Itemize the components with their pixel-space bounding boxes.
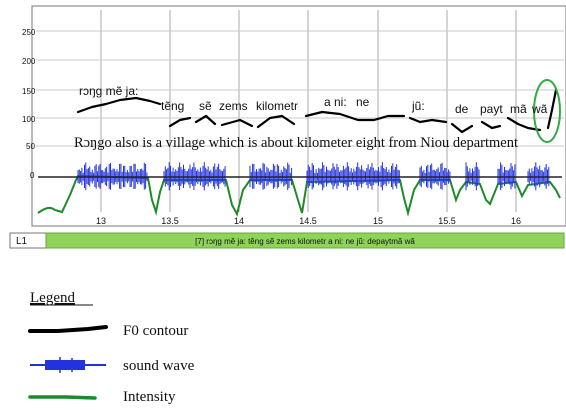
ipa-word: a ni: bbox=[324, 95, 347, 109]
tier-text: [7] rɔŋg mẽ ja: tẽng sẽ zems kilometr a … bbox=[195, 237, 415, 246]
ipa-transcription: rɔŋg mẽ ja: tẽng sẽ zems kilometr a ni: … bbox=[79, 84, 548, 116]
y-tick-label: 250 bbox=[22, 28, 36, 37]
y-axis: 250 200 150 100 50 0 bbox=[22, 28, 36, 180]
annotation-tier: L1 [7] rɔŋg mẽ ja: tẽng sẽ zems kilometr… bbox=[9, 232, 565, 249]
tier-label: L1 bbox=[16, 236, 28, 247]
ipa-word: jũ: bbox=[411, 99, 425, 113]
tier-bar[interactable] bbox=[45, 232, 565, 249]
ipa-word: zems bbox=[219, 99, 248, 113]
x-tick-label: 16 bbox=[511, 216, 521, 226]
x-tick-label: 15 bbox=[373, 216, 383, 226]
legend-wave-swatch bbox=[30, 357, 106, 373]
f0-contour bbox=[76, 88, 558, 134]
x-tick-label: 13.5 bbox=[161, 216, 179, 226]
ipa-word: rɔŋg mẽ ja: bbox=[79, 84, 138, 98]
intensity-contour bbox=[37, 174, 561, 217]
y-tick-label: 200 bbox=[22, 57, 36, 66]
x-tick-label: 14 bbox=[234, 216, 244, 226]
y-tick-label: 150 bbox=[22, 87, 36, 96]
ipa-word: ne bbox=[356, 95, 370, 109]
ipa-word: sẽ bbox=[199, 99, 212, 113]
x-tick-label: 15.5 bbox=[438, 216, 456, 226]
legend-title: Legend bbox=[30, 290, 75, 306]
ipa-word: payt bbox=[480, 102, 503, 116]
legend-wave-label: sound wave bbox=[123, 358, 195, 374]
highlight-circle bbox=[533, 79, 561, 143]
x-tick-label: 13 bbox=[96, 216, 106, 226]
plot-frame bbox=[31, 5, 566, 227]
legend-f0-label: F0 contour bbox=[123, 323, 188, 339]
legend-intensity-swatch bbox=[28, 395, 97, 400]
ipa-word: kilometr bbox=[256, 99, 298, 113]
english-gloss: Rɔŋgo also is a village which is about k… bbox=[74, 135, 518, 151]
ipa-word: wã bbox=[531, 102, 548, 116]
y-tick-label: 100 bbox=[22, 115, 36, 124]
y-tick-label: 0 bbox=[30, 171, 35, 180]
legend-f0-swatch bbox=[28, 325, 108, 333]
y-tick-label: 50 bbox=[26, 142, 35, 151]
ipa-word: de bbox=[455, 102, 469, 116]
grid-lines bbox=[36, 10, 564, 212]
x-axis: 13 13.5 14 14.5 15 15.5 16 bbox=[96, 216, 521, 226]
x-tick-label: 14.5 bbox=[299, 216, 317, 226]
legend: Legend F0 contour sound wave Intensity bbox=[28, 290, 195, 405]
ipa-word: tẽng bbox=[161, 99, 184, 113]
ipa-word: mã bbox=[510, 102, 527, 116]
legend-intensity-label: Intensity bbox=[123, 389, 176, 405]
